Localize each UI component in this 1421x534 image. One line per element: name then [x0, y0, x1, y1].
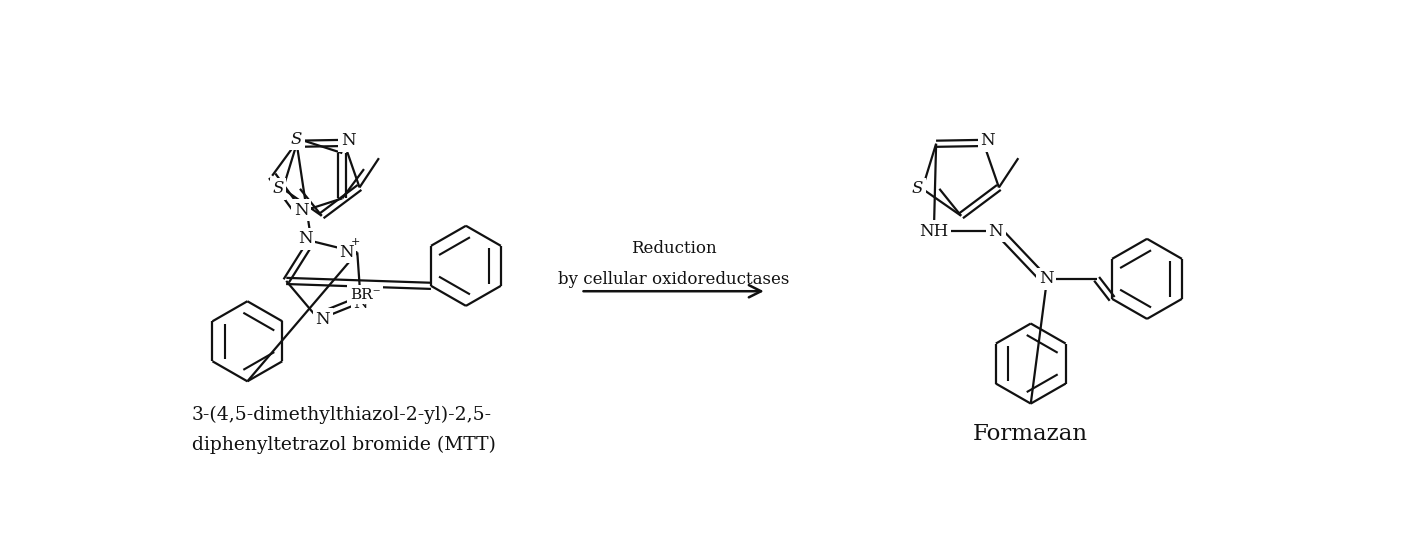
Text: Formazan: Formazan — [972, 423, 1087, 445]
Text: S: S — [291, 131, 303, 147]
Text: N: N — [989, 223, 1003, 240]
Text: N: N — [1039, 270, 1053, 287]
Text: N: N — [341, 132, 355, 149]
Text: 3-(4,5-dimethylthiazol-2-yl)-2,5-: 3-(4,5-dimethylthiazol-2-yl)-2,5- — [192, 405, 492, 423]
Text: by cellular oxidoreductases: by cellular oxidoreductases — [558, 271, 789, 288]
Text: BR⁻: BR⁻ — [350, 288, 381, 302]
Text: N: N — [298, 230, 313, 247]
Text: NH: NH — [919, 223, 949, 240]
Text: N: N — [354, 295, 368, 312]
Text: diphenyltetrazol bromide (MTT): diphenyltetrazol bromide (MTT) — [192, 436, 496, 454]
Text: S: S — [273, 180, 284, 197]
Text: N: N — [294, 201, 308, 218]
Text: N: N — [980, 132, 995, 149]
Text: +: + — [351, 237, 361, 247]
Text: Reduction: Reduction — [631, 240, 716, 257]
Text: S: S — [912, 180, 924, 197]
Text: N: N — [315, 311, 330, 328]
Text: N: N — [340, 244, 354, 261]
